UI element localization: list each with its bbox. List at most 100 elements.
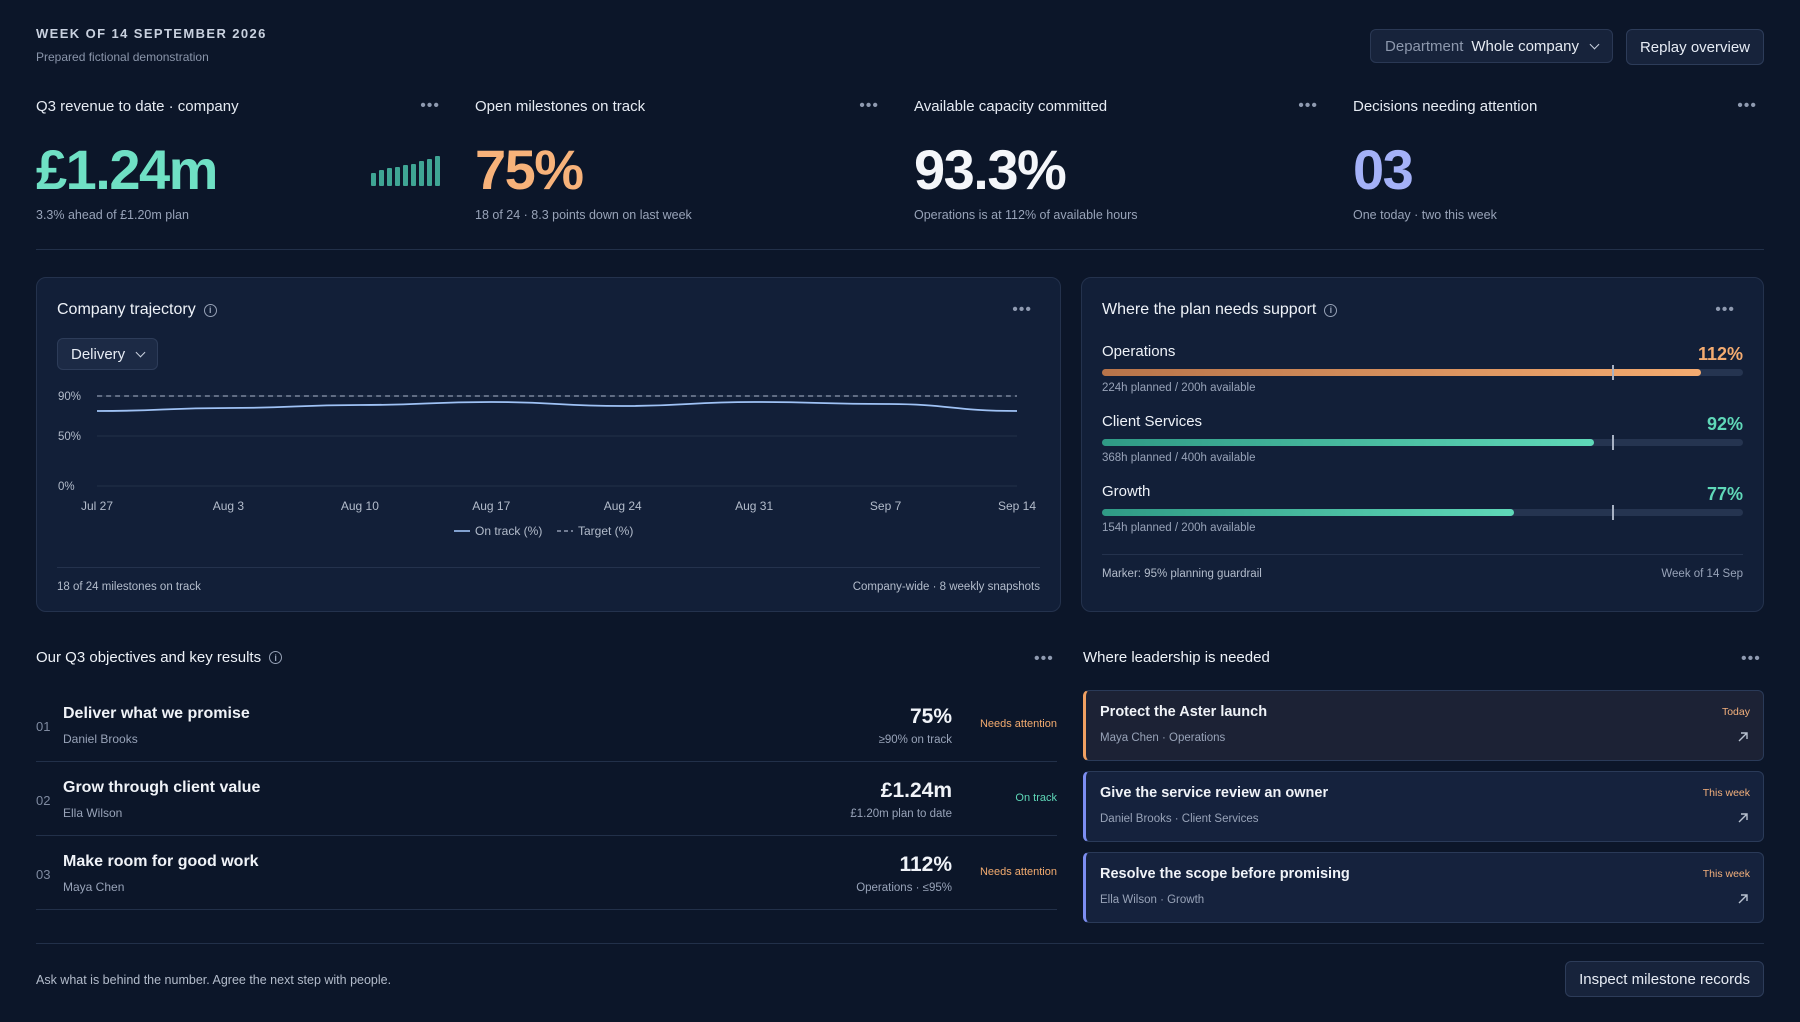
replay-overview-button[interactable]: Replay overview bbox=[1625, 29, 1764, 65]
okr-row[interactable]: 03 Make room for good work Maya Chen 112% Op… bbox=[36, 836, 1057, 910]
okr-owner: Daniel Brooks bbox=[63, 732, 138, 746]
trajectory-panel: Company trajectory i ••• Delivery 90% 50%… bbox=[36, 277, 1061, 612]
sparkline-bar bbox=[411, 163, 416, 186]
kpi-title: Open milestones on track bbox=[475, 98, 646, 115]
y-tick-label: 0% bbox=[58, 481, 75, 493]
capacity-detail: 154h planned / 200h available bbox=[1102, 522, 1256, 534]
sparkline-bar bbox=[387, 168, 392, 186]
metric-select[interactable]: Delivery bbox=[57, 338, 159, 370]
open-arrow-icon[interactable] bbox=[1737, 812, 1749, 824]
x-tick-label: Aug 24 bbox=[604, 499, 642, 513]
kpi-value: 93.3% bbox=[914, 138, 1067, 201]
okr-row[interactable]: 02 Grow through client value Ella Wilson £1… bbox=[36, 762, 1057, 836]
decision-owner: Daniel Brooks · Client Services bbox=[1100, 813, 1259, 825]
decision-owner: Maya Chen · Operations bbox=[1100, 732, 1226, 744]
more-options-icon[interactable]: ••• bbox=[1737, 97, 1757, 114]
okr-number: 02 bbox=[36, 793, 51, 808]
more-options-icon[interactable]: ••• bbox=[420, 97, 440, 114]
more-options-icon[interactable]: ••• bbox=[1715, 301, 1735, 318]
okr-objective: Grow through client value bbox=[63, 779, 261, 796]
guardrail-marker bbox=[1611, 435, 1614, 450]
trajectory-footer-right: Company-wide · 8 weekly snapshots bbox=[852, 581, 1040, 593]
capacity-bar-fill bbox=[1102, 369, 1702, 376]
info-icon[interactable]: i bbox=[203, 303, 217, 317]
kpi-row: Q3 revenue to date · company ••• £1.24m … bbox=[36, 98, 1764, 224]
department-select[interactable]: Department Whole company bbox=[1370, 29, 1613, 63]
footer-note: Ask what is behind the number. Agree the… bbox=[36, 973, 392, 987]
sparkline-bar bbox=[419, 161, 424, 186]
week-label: WEEK OF 14 SEPTEMBER 2026 bbox=[36, 26, 267, 41]
more-options-icon[interactable]: ••• bbox=[1298, 97, 1318, 114]
panel-footer-divider bbox=[1102, 554, 1743, 555]
kpi-subtext: Operations is at 112% of available hours bbox=[914, 208, 1138, 222]
status-badge: Needs attention bbox=[979, 718, 1057, 730]
more-options-icon[interactable]: ••• bbox=[1012, 301, 1032, 318]
sparkline-bar bbox=[395, 166, 400, 186]
capacity-bar-track bbox=[1102, 505, 1743, 520]
capacity-bar-track bbox=[1102, 365, 1743, 380]
divider bbox=[36, 943, 1764, 944]
x-tick-label: Jul 27 bbox=[81, 499, 113, 513]
info-icon[interactable]: i bbox=[269, 651, 283, 664]
capacity-bar-fill bbox=[1102, 439, 1594, 446]
open-arrow-icon[interactable] bbox=[1737, 893, 1749, 905]
more-options-icon[interactable]: ••• bbox=[1741, 650, 1761, 667]
decision-owner: Ella Wilson · Growth bbox=[1100, 894, 1205, 906]
okr-value: 75% bbox=[909, 705, 952, 728]
okr-objective: Deliver what we promise bbox=[63, 705, 250, 722]
department-name: Operations bbox=[1102, 343, 1176, 360]
department-name: Growth bbox=[1102, 483, 1151, 500]
inspect-milestones-button[interactable]: Inspect milestone records bbox=[1565, 961, 1764, 997]
okr-row[interactable]: 01 Deliver what we promise Daniel Brooks 75… bbox=[36, 688, 1057, 762]
trajectory-title: Company trajectory bbox=[57, 301, 196, 318]
y-tick-label: 50% bbox=[58, 431, 81, 443]
sparkline-bar bbox=[371, 172, 376, 186]
kpi-value: £1.24m bbox=[36, 138, 218, 201]
more-options-icon[interactable]: ••• bbox=[859, 97, 879, 114]
department-label: Department bbox=[1385, 37, 1464, 55]
info-icon[interactable]: i bbox=[1324, 303, 1338, 317]
capacity-percent: 92% bbox=[1706, 414, 1743, 434]
decision-card[interactable]: Protect the Aster launch Maya Chen · Oper… bbox=[1083, 690, 1764, 761]
support-row: Client Services 92% 368h planned / 400h av… bbox=[1102, 413, 1743, 469]
x-tick-label: Aug 10 bbox=[341, 499, 379, 513]
legend-label: Target (%) bbox=[578, 524, 633, 538]
support-week-label: Week of 14 Sep bbox=[1661, 568, 1743, 580]
kpi-subtext: One today · two this week bbox=[1353, 208, 1497, 222]
kpi-revenue: Q3 revenue to date · company ••• £1.24m … bbox=[36, 98, 440, 224]
leadership-section-title: Where leadership is needed bbox=[1083, 649, 1270, 666]
x-tick-label: Aug 31 bbox=[735, 499, 773, 513]
kpi-title: Available capacity committed bbox=[914, 98, 1108, 115]
panel-footer-divider bbox=[57, 567, 1040, 568]
decision-title: Protect the Aster launch bbox=[1100, 704, 1268, 720]
kpi-value: 75% bbox=[475, 138, 584, 201]
open-arrow-icon[interactable] bbox=[1737, 731, 1749, 743]
decision-due: This week bbox=[1702, 868, 1750, 880]
leadership-title: Where leadership is needed bbox=[1083, 649, 1270, 666]
guardrail-marker bbox=[1611, 505, 1614, 520]
page-subtitle: Prepared fictional demonstration bbox=[36, 50, 209, 64]
department-value: Whole company bbox=[1471, 37, 1579, 55]
capacity-detail: 368h planned / 400h available bbox=[1102, 452, 1256, 464]
decision-card[interactable]: Resolve the scope before promising Ella W… bbox=[1083, 852, 1764, 923]
x-tick-label: Aug 17 bbox=[472, 499, 510, 513]
okr-metric: £1.20m plan to date bbox=[850, 808, 952, 820]
decision-card[interactable]: Give the service review an owner Daniel B… bbox=[1083, 771, 1764, 842]
status-badge: On track bbox=[1015, 792, 1057, 804]
okr-title: Our Q3 objectives and key results bbox=[36, 649, 262, 666]
okr-number: 01 bbox=[36, 719, 51, 734]
sparkline-bar bbox=[435, 156, 440, 186]
okr-owner: Maya Chen bbox=[63, 880, 125, 894]
support-title: Where the plan needs support bbox=[1102, 301, 1317, 318]
header-actions: Department Whole company Replay overview bbox=[1370, 29, 1764, 65]
sparkline-bar bbox=[427, 159, 432, 186]
kpi-milestones: Open milestones on track ••• 75% 18 of 2… bbox=[475, 98, 879, 224]
decision-title: Resolve the scope before promising bbox=[1100, 866, 1350, 882]
x-tick-label: Sep 14 bbox=[998, 499, 1036, 513]
okr-objective: Make room for good work bbox=[63, 853, 259, 870]
kpi-capacity: Available capacity committed ••• 93.3% O… bbox=[914, 98, 1318, 224]
more-options-icon[interactable]: ••• bbox=[1034, 650, 1054, 667]
kpi-value: 03 bbox=[1353, 138, 1414, 201]
okr-metric: Operations · ≤95% bbox=[856, 882, 952, 894]
trajectory-footer-left: 18 of 24 milestones on track bbox=[57, 581, 201, 593]
